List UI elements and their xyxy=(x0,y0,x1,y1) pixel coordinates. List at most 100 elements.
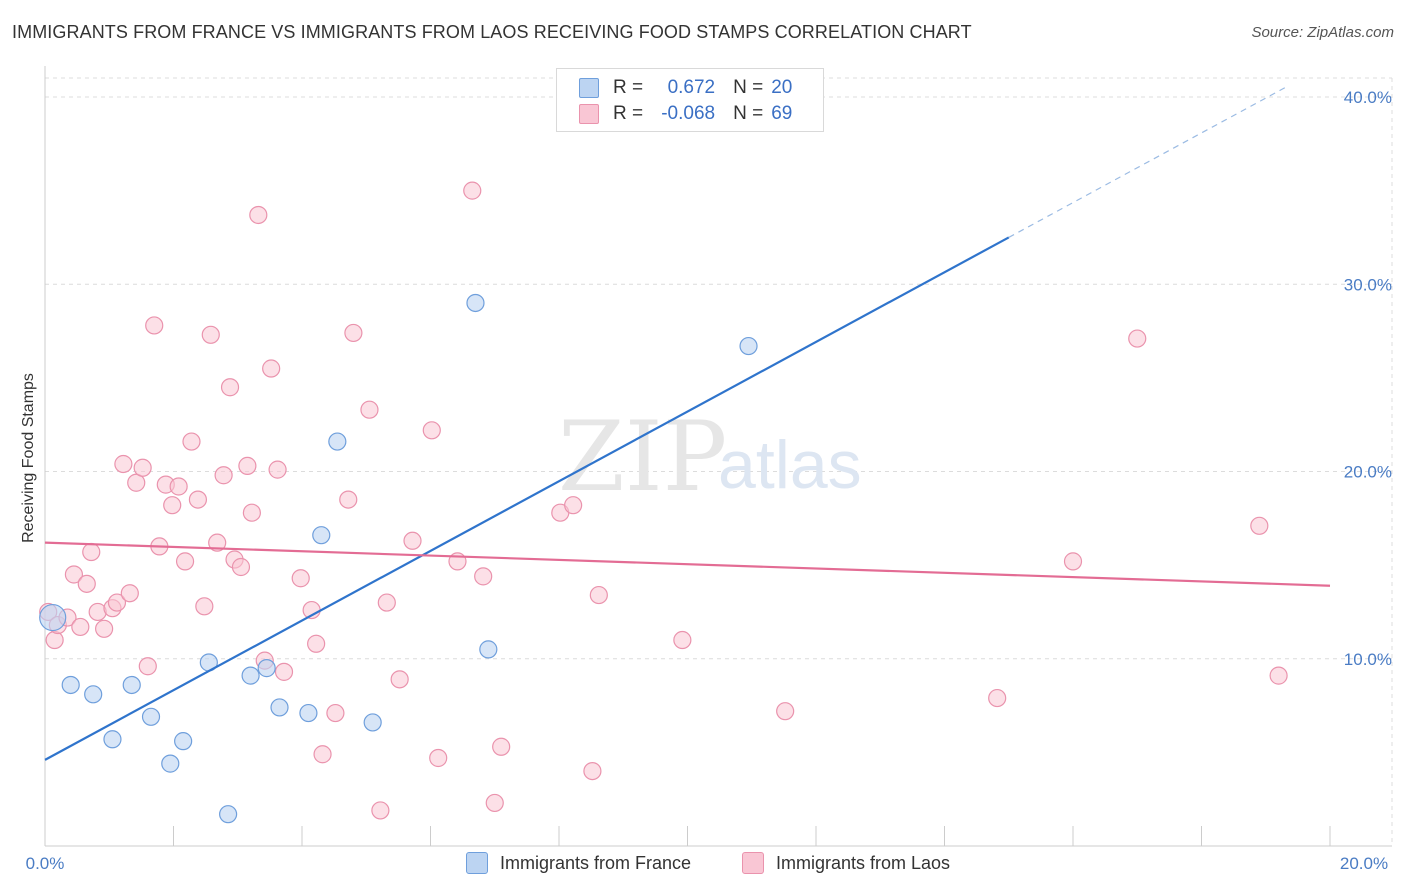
france-point xyxy=(61,675,80,695)
france-point xyxy=(739,336,758,356)
france-n-label: N = xyxy=(733,77,764,98)
laos-n-value: 69 xyxy=(771,103,793,124)
laos-point xyxy=(214,466,233,485)
watermark-atlas: atlas xyxy=(718,427,862,503)
france-swatch xyxy=(579,78,599,98)
laos-point xyxy=(485,793,504,813)
france-r-value: 0.672 xyxy=(667,77,716,98)
france-point xyxy=(241,666,260,685)
laos-point xyxy=(127,473,146,492)
france-point xyxy=(479,640,498,659)
laos-point xyxy=(133,458,152,477)
france-point xyxy=(103,730,122,749)
chart-title: IMMIGRANTS FROM FRANCE VS IMMIGRANTS FRO… xyxy=(12,22,972,42)
y-tick-label: 10.0% xyxy=(1344,650,1392,669)
x-tick-label: 0.0% xyxy=(26,854,65,873)
laos-trend-line xyxy=(44,541,1331,587)
laos-r-label: R = xyxy=(613,103,644,124)
laos-point xyxy=(371,801,390,820)
laos-point xyxy=(188,490,208,509)
laos-point xyxy=(583,761,602,781)
france-trend-extension xyxy=(1008,87,1286,238)
laos-point xyxy=(403,531,422,550)
laos-point xyxy=(107,593,127,612)
france-point xyxy=(363,713,382,732)
laos-point xyxy=(201,325,220,344)
trend-lines xyxy=(44,87,1331,761)
axes xyxy=(44,66,1392,847)
laos-point xyxy=(313,745,332,764)
laos-point xyxy=(238,456,257,475)
laos-point xyxy=(344,323,363,343)
france-n-value: 20 xyxy=(771,77,793,98)
france-point xyxy=(257,659,276,678)
y-tick-label: 30.0% xyxy=(1344,275,1392,294)
laos-point xyxy=(175,552,195,571)
laos-point xyxy=(145,316,164,335)
bottom-legend-france: Immigrants from France xyxy=(466,852,691,874)
laos-point xyxy=(1250,516,1269,535)
y-axis-label: Receiving Food Stamps xyxy=(20,373,37,543)
laos-point xyxy=(82,542,101,562)
france-point xyxy=(312,526,331,545)
laos-point xyxy=(195,597,214,616)
france-point xyxy=(161,754,180,773)
laos-point xyxy=(95,619,114,638)
laos-point xyxy=(429,748,448,768)
bottom-legend-laos: Immigrants from Laos xyxy=(742,852,950,874)
france-point xyxy=(219,805,238,824)
y-tick-label: 20.0% xyxy=(1344,463,1392,482)
france-point xyxy=(122,675,141,695)
laos-point xyxy=(673,630,692,650)
laos-point xyxy=(776,702,795,721)
france-r-label: R = xyxy=(613,77,644,98)
france-point xyxy=(328,432,347,451)
france-point xyxy=(174,732,193,751)
france-point xyxy=(466,293,485,313)
laos-point xyxy=(268,460,287,479)
laos-point xyxy=(390,670,409,689)
laos-point xyxy=(77,574,96,593)
laos-point xyxy=(1063,552,1083,571)
laos-point xyxy=(220,378,240,397)
laos-point xyxy=(564,496,583,515)
laos-point xyxy=(249,205,268,225)
laos-point xyxy=(377,593,396,612)
laos-point xyxy=(138,657,157,676)
france-point xyxy=(299,703,318,723)
bottom-laos-swatch xyxy=(742,852,764,874)
laos-point xyxy=(307,634,326,653)
laos-point xyxy=(71,617,90,637)
laos-point xyxy=(463,181,482,200)
laos-point xyxy=(1128,329,1147,348)
watermark-zip: ZIP xyxy=(558,401,727,513)
laos-point xyxy=(492,737,511,756)
x-tick-label: 20.0% xyxy=(1340,854,1388,873)
france-point xyxy=(141,707,161,726)
laos-n-label: N = xyxy=(733,103,764,124)
laos-point xyxy=(274,662,294,681)
laos-r-value: -0.068 xyxy=(661,103,716,124)
laos-point xyxy=(45,630,64,650)
france-trend-line xyxy=(44,236,1010,761)
laos-point xyxy=(242,503,261,522)
laos-swatch xyxy=(579,104,599,124)
laos-point xyxy=(1269,666,1288,685)
bottom-france-label: Immigrants from France xyxy=(500,852,692,873)
legend-row-laos: R = -0.068 N = 69 xyxy=(579,101,792,127)
laos-point xyxy=(474,567,493,586)
laos-point xyxy=(208,533,227,552)
laos-point xyxy=(326,703,345,723)
tick-labels: 10.0% 20.0% 30.0% 40.0% 0.0% 20.0% xyxy=(26,88,1392,873)
laos-point xyxy=(422,421,441,440)
laos-point xyxy=(231,557,251,577)
laos-point xyxy=(360,400,379,419)
laos-point xyxy=(262,359,281,378)
france-point xyxy=(84,685,103,704)
y-tick-label: 40.0% xyxy=(1344,88,1392,107)
laos-point xyxy=(988,688,1007,708)
laos-point xyxy=(169,477,188,496)
laos-point xyxy=(291,569,310,588)
laos-point xyxy=(163,496,182,515)
